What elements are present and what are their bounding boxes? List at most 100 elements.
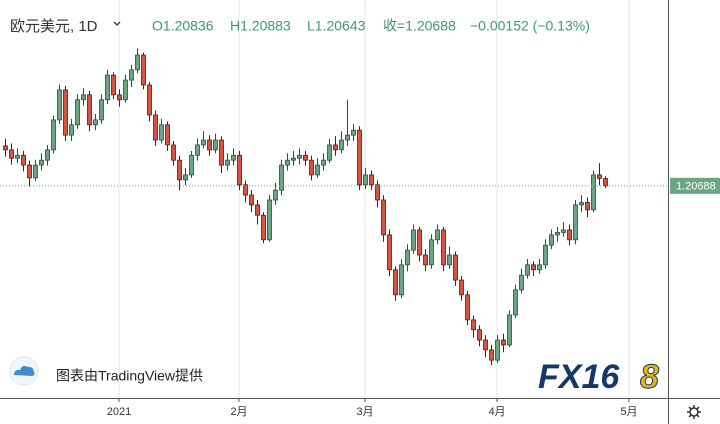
candle-body	[471, 319, 476, 331]
candle-body	[129, 69, 134, 81]
candle-body	[3, 145, 8, 151]
candle-body	[117, 94, 122, 101]
candle-body	[441, 229, 446, 266]
last-price-label: 1.20688	[676, 181, 716, 193]
candle-body	[21, 154, 26, 166]
candle-body	[291, 157, 296, 161]
candle-body	[189, 154, 194, 176]
x-tick-label: 2月	[230, 406, 247, 418]
candle-body	[465, 294, 470, 321]
attribution[interactable]: 图表由TradingView提供	[9, 356, 203, 386]
candle-body	[585, 202, 590, 211]
candle-body	[363, 174, 368, 186]
settings-gear[interactable]	[687, 405, 701, 419]
candle-body	[225, 159, 230, 166]
grid	[118, 0, 630, 402]
candle-body	[447, 254, 452, 266]
gear-ring	[689, 407, 699, 417]
candle-body	[423, 254, 428, 266]
candle-body	[597, 174, 602, 179]
candle-body	[303, 154, 308, 161]
candle-body	[177, 159, 182, 181]
candle-body	[435, 229, 440, 241]
tv-logo-cloud	[14, 366, 35, 376]
candle-body	[267, 199, 272, 241]
ohlc-label: 收=1.20688	[383, 18, 456, 34]
candle-body	[273, 189, 278, 201]
candle-body	[567, 229, 572, 241]
candle-body	[63, 89, 68, 136]
candle-body	[33, 164, 38, 179]
ohlc-label: O1.20836	[152, 18, 214, 34]
candle-body	[69, 124, 74, 136]
x-tick-label: 4月	[488, 406, 505, 418]
candle-body	[315, 164, 320, 176]
candle-body	[555, 232, 560, 236]
attribution-text: 图表由TradingView提供	[56, 368, 203, 384]
candle-body	[351, 129, 356, 136]
candle-body	[99, 99, 104, 121]
candle-body	[513, 289, 518, 316]
x-tick-label: 2021	[107, 406, 131, 418]
candle-body	[321, 159, 326, 166]
candle-body	[105, 74, 110, 101]
candle-body	[15, 154, 20, 159]
candle-body	[345, 134, 350, 141]
interval-chevron[interactable]	[113, 21, 121, 26]
candle-body	[429, 239, 434, 266]
candle-body	[375, 184, 380, 201]
candle-body	[459, 279, 464, 296]
candle-body	[327, 144, 332, 161]
candle-body	[9, 149, 14, 159]
candle-body	[231, 154, 236, 161]
candle-body	[411, 229, 416, 251]
candle-body	[57, 89, 62, 121]
candle-body	[573, 204, 578, 241]
candle-body	[507, 314, 512, 346]
candle-body	[285, 159, 290, 166]
candle-body	[549, 234, 554, 246]
candle-body	[27, 164, 32, 179]
chart-title[interactable]: 欧元美元, 1D	[10, 18, 98, 35]
candle-body	[261, 214, 266, 241]
candle-body	[213, 139, 218, 151]
candle-body	[519, 274, 524, 291]
candle-body	[141, 54, 146, 86]
candle-body	[45, 149, 50, 161]
candle-body	[207, 139, 212, 151]
candle-body	[369, 174, 374, 186]
candle-body	[81, 94, 86, 101]
gear-teeth	[687, 405, 701, 419]
candle-body	[297, 154, 302, 159]
candle-body	[405, 249, 410, 266]
candle-body	[237, 154, 242, 186]
candle-body	[591, 174, 596, 211]
candle-body	[483, 339, 488, 351]
ohlc-label: L1.20643	[307, 18, 366, 34]
candle-body	[183, 174, 188, 181]
candle-body	[381, 199, 386, 236]
candle-body	[603, 178, 608, 187]
candle-body	[201, 139, 206, 146]
candle-body	[489, 349, 494, 361]
candle-body	[51, 119, 56, 151]
candle-body	[219, 139, 224, 166]
candle-body	[453, 254, 458, 281]
candle-body	[171, 144, 176, 161]
candle-body	[249, 194, 254, 206]
candle-body	[123, 79, 128, 101]
candle-body	[495, 339, 500, 361]
logo-main: FX16	[538, 358, 620, 396]
ohlc-legend: O1.20836 H1.20883 L1.20643 收=1.20688 −0.0015…	[152, 18, 590, 34]
candle-body	[393, 269, 398, 296]
ohlc-label: H1.20883	[230, 18, 291, 34]
candle-body	[147, 84, 152, 116]
candle-body	[333, 144, 338, 151]
last-price-box	[670, 177, 720, 194]
candle-body	[75, 99, 80, 126]
candle-body	[279, 164, 284, 191]
candle-body	[165, 124, 170, 146]
candle-body	[543, 244, 548, 266]
